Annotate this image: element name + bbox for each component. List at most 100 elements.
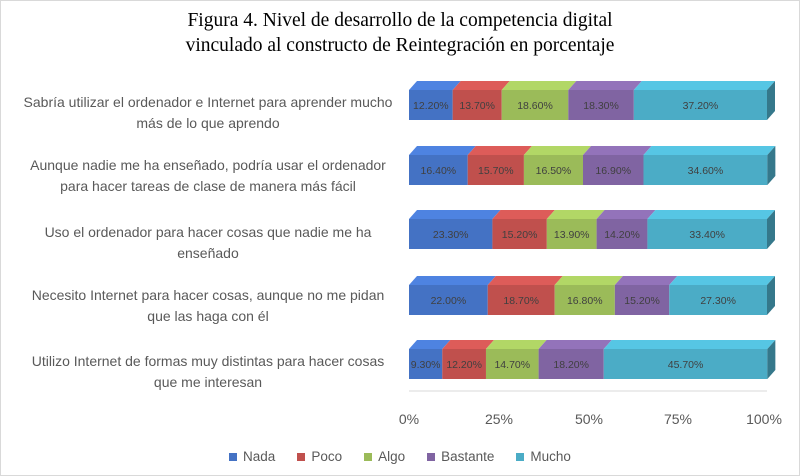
bar-top-3-algo <box>546 210 605 219</box>
bar-segment-4-nada: 22.00% <box>409 276 496 315</box>
category-label-4: Necesito Internet para hacer cosas, aunq… <box>20 285 396 327</box>
data-label-2-bastante: 16.90% <box>595 165 631 177</box>
category-label-4-line-1: Necesito Internet para hacer cosas, aunq… <box>31 287 385 303</box>
data-label-2-algo: 16.50% <box>536 165 572 177</box>
bar-top-1-mucho <box>633 81 775 90</box>
bar-side-4 <box>767 276 775 315</box>
x-tick-50: 50% <box>574 411 604 427</box>
data-label-3-algo: 13.90% <box>554 229 590 241</box>
legend-label-bastante: Bastante <box>441 449 495 464</box>
category-label-3-line-2: enseñado <box>177 245 239 261</box>
bar-front-4-mucho <box>669 285 767 315</box>
category-label-1-line-2: más de lo que aprendo <box>136 115 280 131</box>
bar-segment-2-nada: 16.40% <box>409 146 476 185</box>
bar-side-1 <box>767 81 775 120</box>
data-label-3-mucho: 33.40% <box>689 229 725 241</box>
bar-front-5-nada <box>409 349 443 379</box>
category-label-5: Utilizo Internet de formas muy distintas… <box>20 351 396 393</box>
bar-front-3-bastante <box>596 219 648 249</box>
category-label-2-line-1: Aunque nadie me ha enseñado, podría usar… <box>30 157 386 173</box>
bar-front-1-poco <box>452 90 502 120</box>
bar-top-5-nada <box>409 340 451 349</box>
legend-swatch-mucho <box>516 452 525 461</box>
bar-front-2-poco <box>467 155 524 185</box>
bar-front-3-nada <box>409 219 493 249</box>
chart-title-line-1: Figura 4. Nivel de desarrollo de la comp… <box>187 10 613 31</box>
x-tick-75: 75% <box>663 411 693 427</box>
bar-front-2-mucho <box>643 155 768 185</box>
bar-front-1-nada <box>409 90 453 120</box>
legend-label-nada: Nada <box>243 449 276 464</box>
bar-segment-5-mucho: 45.70% <box>603 340 776 379</box>
bar-top-2-algo <box>523 146 591 155</box>
data-label-1-nada: 12.20% <box>413 100 449 112</box>
legend-label-mucho: Mucho <box>530 449 571 464</box>
legend-item-nada: Nada <box>229 449 275 464</box>
data-label-3-poco: 15.20% <box>502 229 538 241</box>
legend-item-mucho: Mucho <box>516 449 571 464</box>
bar-top-2-mucho <box>643 146 776 155</box>
data-label-2-poco: 15.70% <box>478 165 514 177</box>
category-label-2: Aunque nadie me ha enseñado, podría usar… <box>20 155 396 197</box>
bar-segment-4-poco: 18.70% <box>487 276 563 315</box>
data-label-5-poco: 12.20% <box>446 359 482 371</box>
bar-top-5-bastante <box>538 340 612 349</box>
legend-item-poco: Poco <box>297 449 342 464</box>
legend-swatch-bastante <box>427 452 436 461</box>
bar-top-2-bastante <box>582 146 652 155</box>
legend-label-algo: Algo <box>378 449 406 464</box>
bar-front-4-bastante <box>614 285 670 315</box>
bar-segment-1-algo: 18.60% <box>501 81 577 120</box>
bar-top-5-poco <box>442 340 494 349</box>
bar-top-4-nada <box>409 276 496 285</box>
data-label-1-mucho: 37.20% <box>683 100 719 112</box>
category-label-1-line-1: Sabría utilizar el ordenador e Internet … <box>23 94 393 110</box>
bar-front-5-mucho <box>603 349 768 379</box>
bar-top-4-bastante <box>614 276 678 285</box>
data-label-5-mucho: 45.70% <box>668 359 704 371</box>
bar-side-3 <box>767 210 775 249</box>
bar-top-2-nada <box>409 146 476 155</box>
data-label-5-algo: 14.70% <box>494 359 530 371</box>
data-label-1-bastante: 18.30% <box>583 100 619 112</box>
bar-top-1-algo <box>501 81 577 90</box>
bar-front-2-algo <box>523 155 583 185</box>
category-label-5-line-1: Utilizo Internet de formas muy distintas… <box>31 353 385 369</box>
bar-segment-3-bastante: 14.20% <box>596 210 656 249</box>
data-label-5-bastante: 18.20% <box>553 359 589 371</box>
bar-front-3-algo <box>546 219 597 249</box>
data-label-4-poco: 18.70% <box>503 295 539 307</box>
bar-side-5 <box>767 340 776 379</box>
bar-segment-4-algo: 16.80% <box>554 276 623 315</box>
bar-top-2-poco <box>467 146 532 155</box>
chart-title: Figura 4. Nivel de desarrollo de la comp… <box>0 8 800 58</box>
bar-front-5-bastante <box>538 349 604 379</box>
bar-top-3-bastante <box>596 210 656 219</box>
legend-label-poco: Poco <box>311 449 343 464</box>
bar-front-3-poco <box>492 219 547 249</box>
bar-top-3-nada <box>409 210 501 219</box>
bar-front-1-bastante <box>568 90 634 120</box>
bar-front-2-bastante <box>582 155 644 185</box>
bar-top-4-mucho <box>669 276 775 285</box>
bar-segment-1-bastante: 18.30% <box>568 81 642 120</box>
bar-front-4-algo <box>554 285 615 315</box>
bar-top-1-nada <box>409 81 461 90</box>
bar-front-2-nada <box>409 155 468 185</box>
bar-segment-5-algo: 14.70% <box>485 340 547 379</box>
bar-segment-5-poco: 12.20% <box>442 340 494 379</box>
bar-segment-3-nada: 23.30% <box>409 210 501 249</box>
data-label-3-bastante: 14.20% <box>604 229 640 241</box>
bar-segment-2-bastante: 16.90% <box>582 146 652 185</box>
chart-title-line-2: vinculado al constructo de Reintegración… <box>185 35 615 56</box>
bar-segment-3-poco: 15.20% <box>492 210 555 249</box>
legend-swatch-nada <box>229 452 238 461</box>
bar-segment-2-mucho: 34.60% <box>643 146 776 185</box>
bar-front-5-poco <box>442 349 486 379</box>
bar-segment-4-bastante: 15.20% <box>614 276 678 315</box>
bar-top-1-bastante <box>568 81 642 90</box>
bar-segment-2-algo: 16.50% <box>523 146 591 185</box>
category-label-5-line-2: que me interesan <box>153 374 263 390</box>
bar-segment-4-mucho: 27.30% <box>669 276 775 315</box>
